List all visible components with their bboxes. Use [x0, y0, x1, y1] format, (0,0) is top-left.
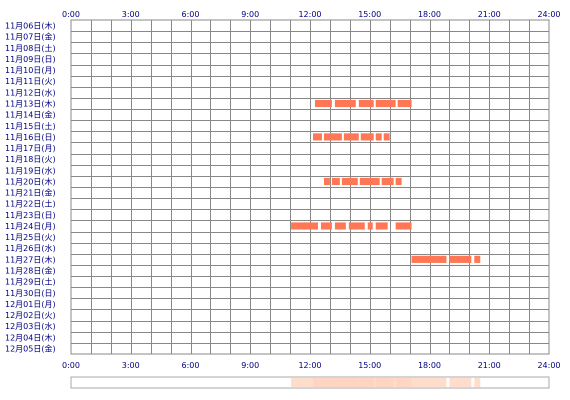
activity-bar — [358, 99, 374, 108]
overview-band — [375, 378, 388, 387]
row-label: 11月19日(水) — [5, 165, 56, 175]
overview-band — [395, 378, 412, 387]
x-tick-label-top: 6:00 — [182, 10, 200, 19]
activity-bar — [375, 133, 382, 141]
overview-band — [320, 378, 332, 387]
activity-bar — [381, 177, 394, 185]
activity-bar — [474, 255, 481, 263]
overview-band — [367, 378, 373, 387]
x-tick-label-top: 21:00 — [478, 10, 501, 19]
row-label: 11月28日(金) — [5, 266, 56, 276]
overview-band — [449, 378, 472, 387]
row-label: 11月07日(金) — [5, 32, 56, 42]
row-label: 12月02日(火) — [5, 311, 56, 320]
x-tick-label-top: 0:00 — [62, 10, 80, 19]
activity-bar — [320, 222, 332, 230]
row-label: 11月22日(土) — [5, 199, 56, 209]
row-label: 11月20日(木) — [5, 176, 56, 186]
row-label: 11月17日(月) — [5, 144, 56, 153]
activity-bar — [312, 133, 322, 141]
x-tick-label-bottom: 24:00 — [537, 361, 560, 370]
row-label: 11月30日(日) — [5, 289, 56, 298]
activity-bar — [395, 177, 402, 185]
activity-bar — [348, 222, 365, 230]
activity-bar — [449, 255, 472, 263]
activity-bar — [334, 99, 356, 108]
row-label: 12月01日(月) — [5, 300, 56, 309]
row-label: 11月24日(月) — [5, 222, 56, 231]
activity-bar — [359, 177, 380, 185]
activity-bar — [323, 133, 342, 141]
row-label: 11月11日(火) — [5, 77, 56, 86]
row-label: 11月12日(水) — [5, 87, 56, 97]
x-tick-label-bottom: 0:00 — [62, 361, 80, 370]
activity-bar — [395, 222, 412, 230]
x-tick-label-bottom: 6:00 — [182, 361, 200, 370]
x-tick-label-bottom: 9:00 — [241, 361, 259, 370]
x-tick-label-top: 3:00 — [122, 10, 140, 19]
row-label: 11月14日(金) — [5, 110, 56, 120]
activity-bar — [411, 255, 447, 263]
activity-bar — [375, 99, 396, 108]
overview-band — [474, 378, 481, 387]
activity-bar — [334, 222, 346, 230]
activity-bar — [375, 222, 388, 230]
activity-bar — [383, 133, 390, 141]
activity-bar — [397, 99, 412, 108]
row-label: 12月04日(木) — [5, 332, 56, 342]
overview-band — [411, 378, 447, 387]
row-label: 11月23日(日) — [5, 211, 56, 220]
activity-bar — [323, 177, 330, 185]
overview-band — [348, 378, 365, 387]
row-label: 11月18日(火) — [5, 155, 56, 164]
activity-bar — [291, 222, 318, 230]
x-tick-label-top: 24:00 — [537, 10, 560, 19]
row-label: 11月06日(木) — [5, 21, 56, 31]
activity-bar — [367, 222, 373, 230]
x-tick-label-bottom: 15:00 — [358, 361, 381, 370]
x-tick-label-top: 18:00 — [418, 10, 441, 19]
overview-band — [291, 378, 318, 387]
row-label: 12月03日(水) — [5, 321, 56, 331]
row-label: 11月27日(木) — [5, 254, 56, 264]
row-label: 11月09日(日) — [5, 55, 56, 64]
x-tick-label-top: 15:00 — [358, 10, 381, 19]
x-tick-label-bottom: 3:00 — [122, 361, 140, 370]
activity-bar — [341, 177, 358, 185]
row-label: 11月15日(土) — [5, 121, 56, 131]
row-label: 12月05日(金) — [5, 343, 56, 353]
row-label: 11月16日(日) — [5, 133, 56, 142]
activity-bar — [343, 133, 359, 141]
row-label: 11月10日(月) — [5, 66, 56, 75]
x-tick-label-bottom: 21:00 — [478, 361, 501, 370]
row-label: 11月21日(金) — [5, 188, 56, 198]
activity-bar — [331, 177, 340, 185]
row-label: 11月25日(火) — [5, 233, 56, 242]
overview-band — [334, 378, 346, 387]
activity-bar — [360, 133, 374, 141]
x-tick-label-bottom: 18:00 — [418, 361, 441, 370]
row-label: 11月26日(水) — [5, 243, 56, 253]
x-tick-label-top: 9:00 — [241, 10, 259, 19]
x-tick-label-bottom: 12:00 — [298, 361, 321, 370]
row-label: 11月13日(木) — [5, 99, 56, 109]
row-label: 11月08日(土) — [5, 43, 56, 53]
x-tick-label-top: 12:00 — [298, 10, 321, 19]
row-label: 11月29日(土) — [5, 277, 56, 287]
activity-bar — [314, 99, 332, 108]
